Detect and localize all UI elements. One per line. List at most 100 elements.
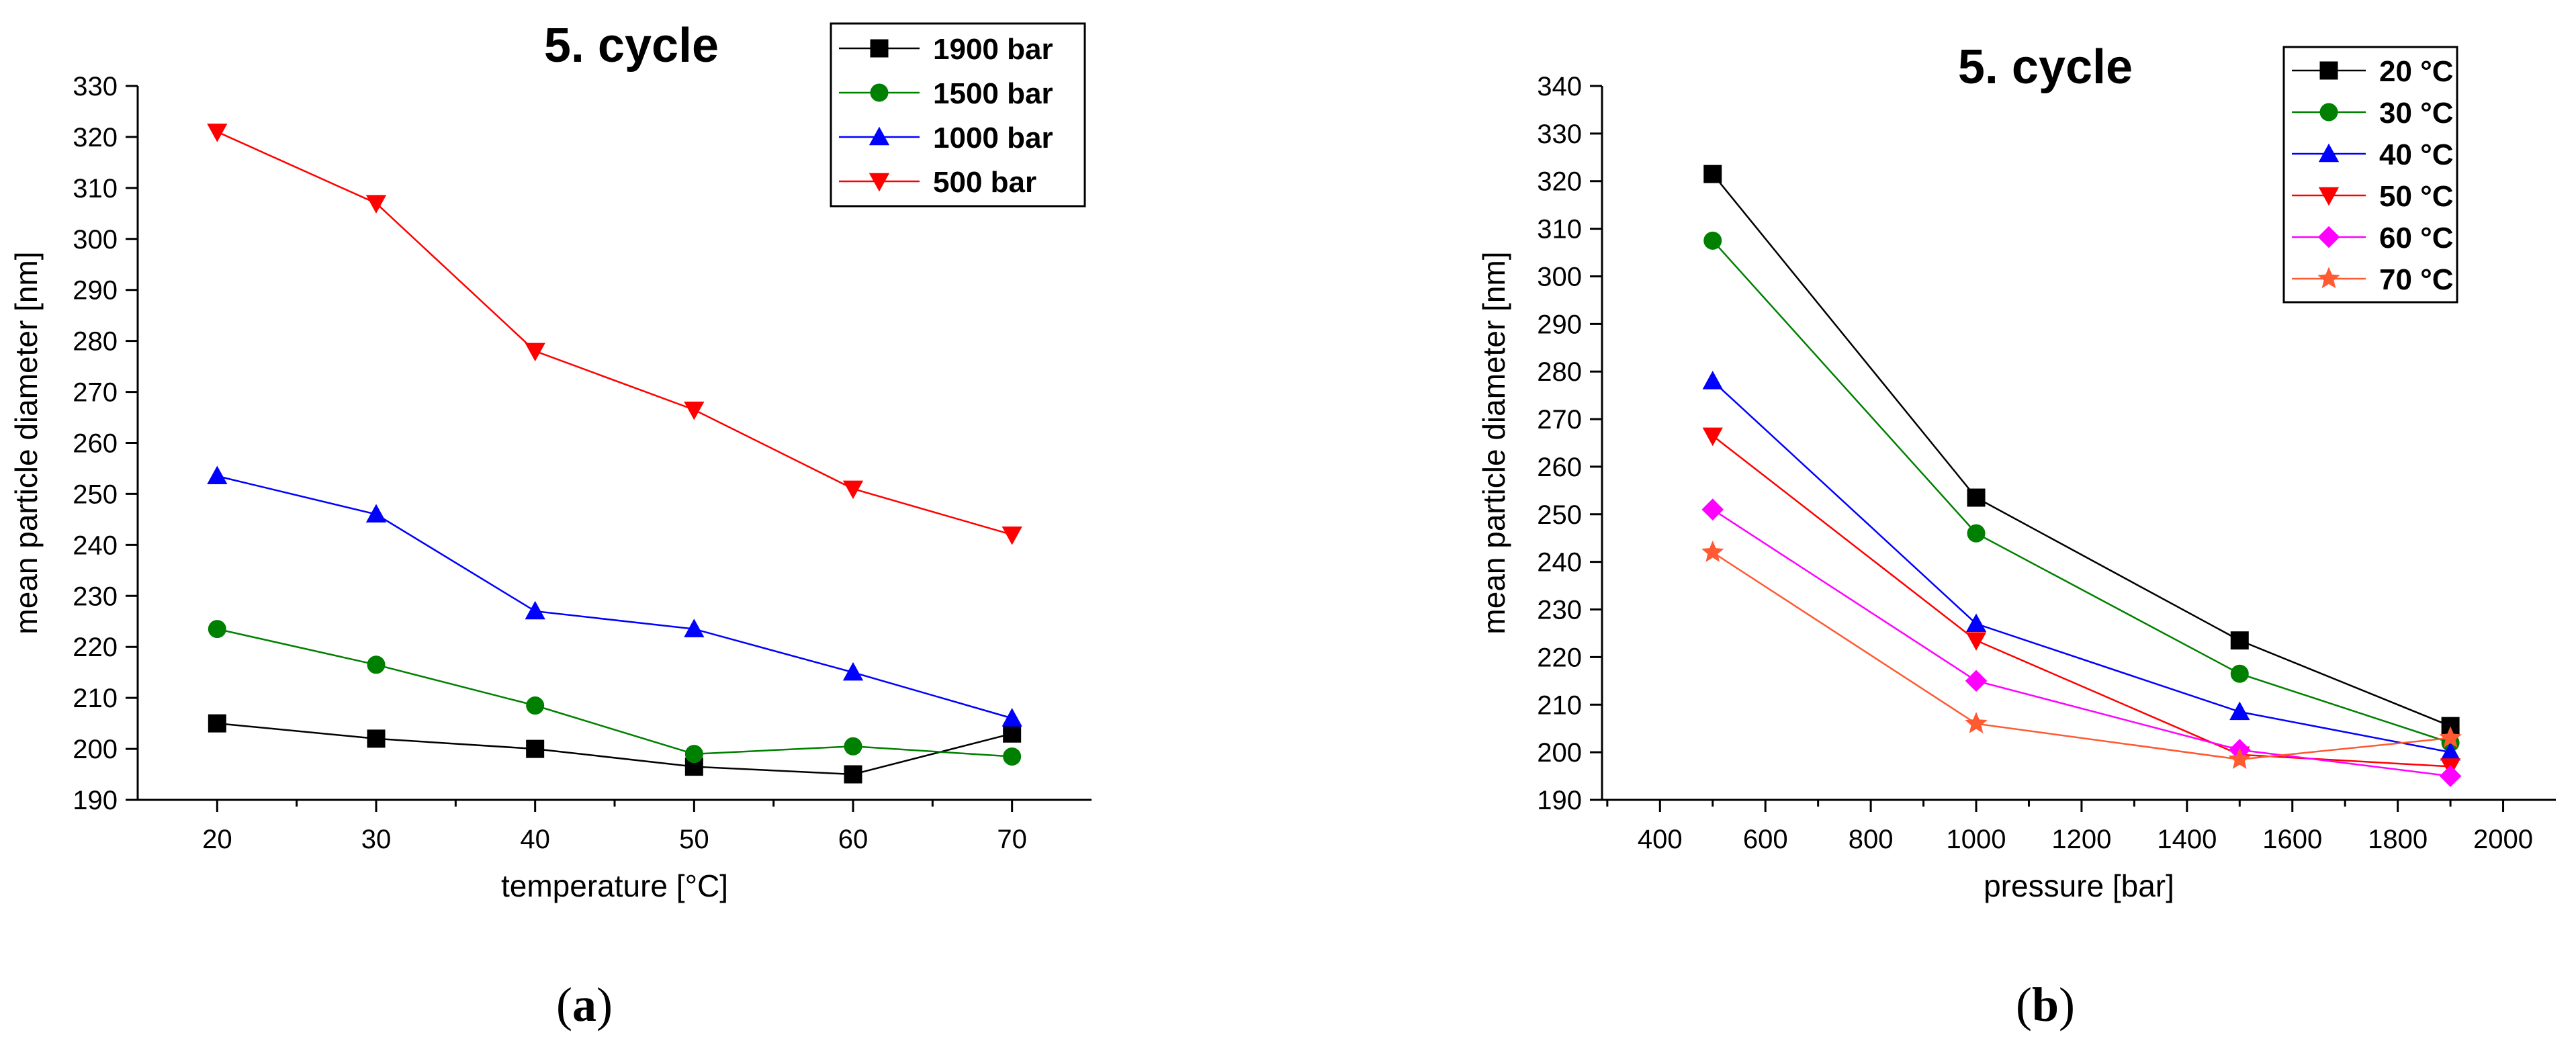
x-tick-label: 800 [1849,825,1894,854]
data-point [684,745,703,764]
y-tick-label: 320 [1537,167,1582,197]
legend-label: 30 °C [2379,97,2454,130]
data-point [207,124,228,142]
data-point [1003,724,1022,743]
data-point [367,729,386,748]
x-axis-title: pressure [bar] [1984,868,2174,903]
data-point [684,401,705,420]
y-tick-label: 230 [1537,596,1582,625]
data-point [2228,747,2251,769]
data-point [1003,747,1022,766]
y-tick-label: 240 [1537,548,1582,578]
y-tick-label: 230 [73,582,118,611]
data-point [1701,498,1724,521]
y-tick-label: 270 [1537,405,1582,435]
data-point [525,600,545,620]
data-point [1703,165,1722,183]
series-line [1712,551,2451,761]
legend-label: 70 °C [2379,263,2454,296]
y-tick-label: 330 [1537,120,1582,149]
x-tick-label: 1400 [2157,825,2217,854]
data-point [842,662,864,681]
y-axis-title: mean particle diameter [nm] [9,251,44,634]
data-point [207,465,228,485]
y-tick-label: 310 [73,174,118,203]
legend-label: 60 °C [2379,222,2454,255]
chart-title: 5. cycle [544,19,719,73]
legend-label: 50 °C [2379,180,2454,213]
x-tick-label: 400 [1638,825,1683,854]
y-tick-label: 250 [73,480,118,509]
data-point [2230,631,2249,650]
data-point [844,737,862,756]
data-point [1967,488,1986,507]
y-tick-label: 300 [1537,262,1582,291]
y-tick-label: 280 [73,327,118,357]
data-point [1702,371,1723,390]
y-tick-label: 210 [73,684,118,713]
y-tick-label: 340 [1537,72,1582,101]
series-line [1712,380,2451,754]
legend-marker [2319,103,2338,122]
data-point [1967,524,1986,543]
legend-label: 500 bar [933,166,1036,199]
y-tick-label: 210 [1537,690,1582,720]
y-tick-label: 190 [1537,786,1582,815]
series-line [1712,435,2451,768]
data-point [1002,526,1022,545]
legend-marker [2318,187,2340,206]
data-point [2439,726,2462,748]
panel-b-chart: 400 600 800 1000 1200 1400 1600 1800 2000 190 200 2… [1476,40,2556,1032]
data-point [1701,540,1724,562]
legend-marker [870,39,889,58]
panel-label: (b) [2016,978,2075,1032]
y-tick-label: 260 [1537,453,1582,482]
legend-marker [869,173,890,192]
x-tick-label: 1800 [2368,825,2428,854]
legend-marker [2317,226,2340,248]
x-tick-label: 1200 [2051,825,2111,854]
data-point [1703,231,1722,250]
x-axis-title: temperature [°C] [501,868,728,903]
x-tick-label: 1600 [2262,825,2322,854]
data-point [365,504,387,522]
y-tick-label: 270 [73,378,118,408]
legend-label: 20 °C [2379,55,2454,88]
data-point [1965,613,1987,632]
x-tick-label: 1000 [1947,825,2006,854]
data-point [1965,632,1987,651]
legend-marker [2318,143,2340,163]
data-point [1965,712,1988,733]
data-point [367,655,386,674]
y-tick-label: 240 [73,531,118,560]
y-tick-label: 280 [1537,357,1582,387]
legend-label: 40 °C [2379,138,2454,171]
y-axis-title: mean particle diameter [nm] [1476,251,1511,634]
data-point [2229,701,2250,721]
x-tick-label: 60 [838,825,869,854]
y-tick-label: 220 [1537,643,1582,672]
data-point [526,696,545,715]
legend-marker [870,83,889,102]
x-tick-label: 20 [202,825,232,854]
data-point [208,714,226,733]
y-tick-label: 250 [1537,500,1582,530]
series-line [1712,508,2451,777]
data-point [208,620,226,639]
x-tick-label: 600 [1743,825,1788,854]
y-tick-label: 260 [73,429,118,459]
data-point [844,765,862,784]
y-tick-label: 290 [1537,310,1582,339]
y-tick-label: 190 [73,786,118,815]
series-line [217,628,1012,758]
series-line [217,722,1013,776]
legend-label: 1500 bar [933,77,1053,110]
data-point [526,739,545,758]
panel-label: (a) [556,978,613,1032]
y-tick-label: 220 [73,633,118,662]
data-point [2439,765,2462,787]
legend-marker [2319,61,2338,80]
series-line [217,475,1013,719]
x-tick-label: 50 [679,825,709,854]
y-tick-label: 300 [73,225,118,255]
